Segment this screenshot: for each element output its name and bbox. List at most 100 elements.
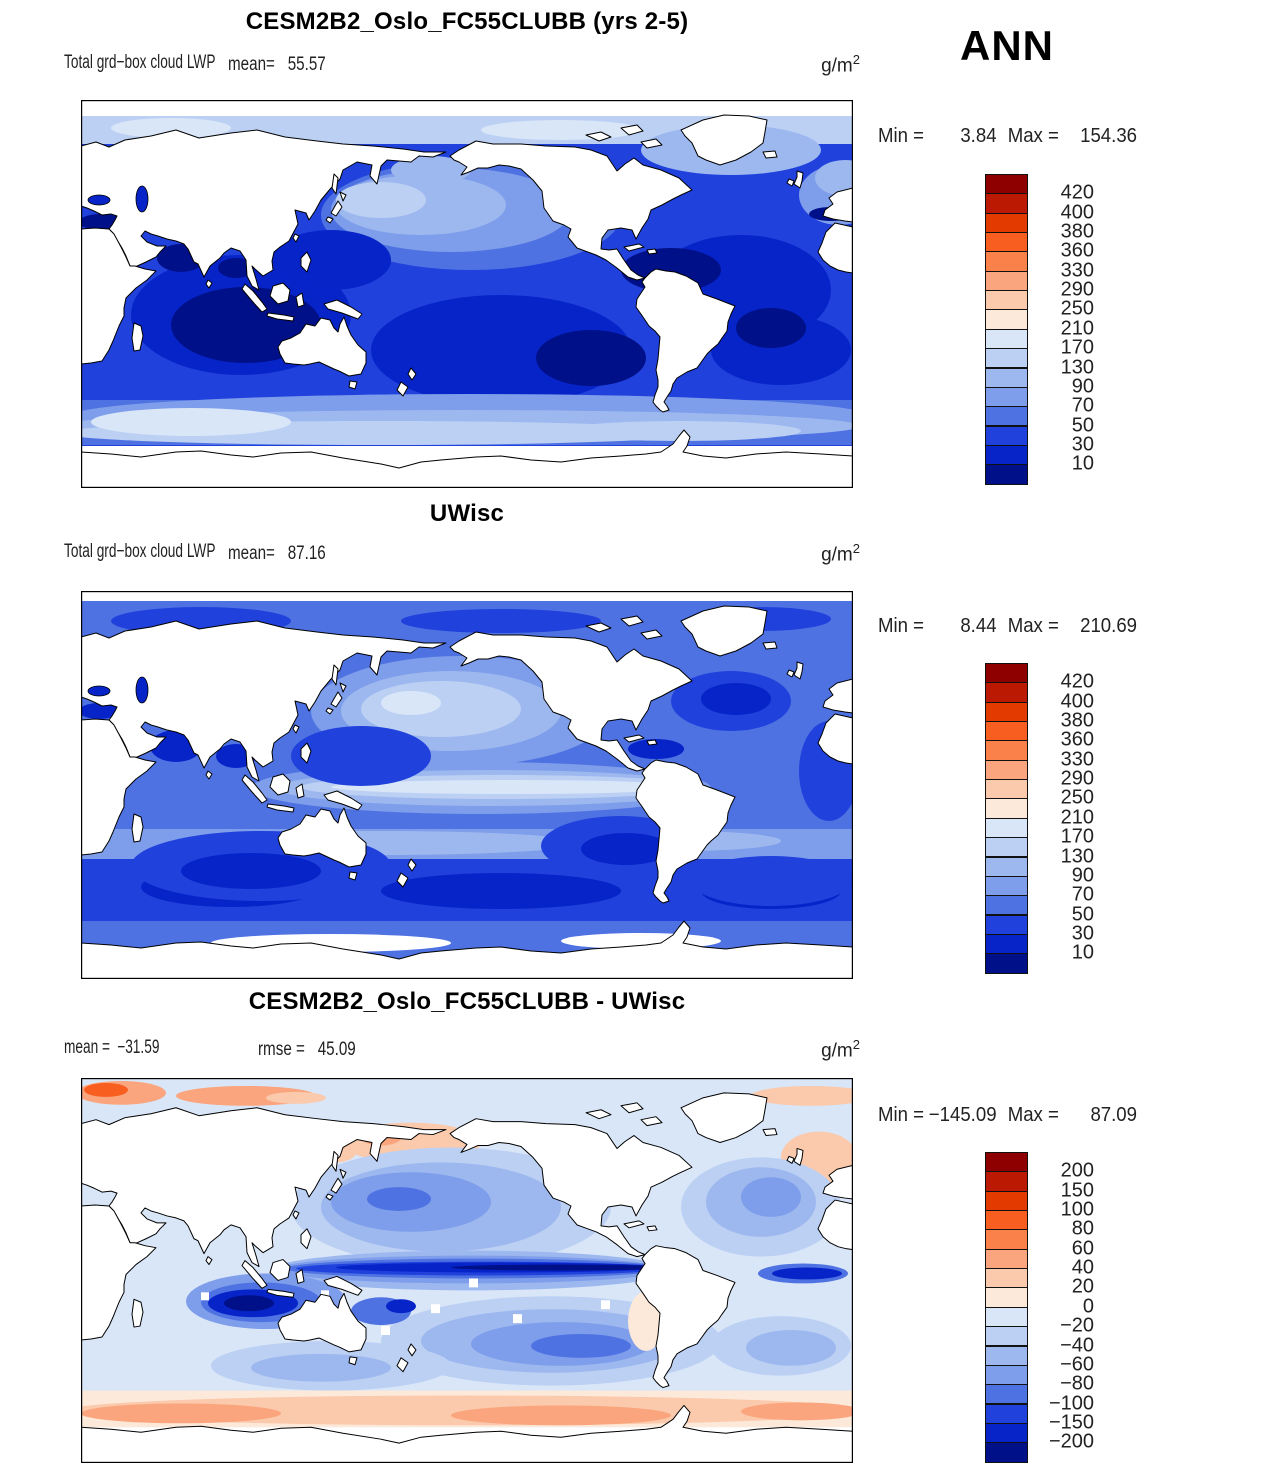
panel-1-subtitle-row: Total grd−box cloud LWP mean= 55.57 g/m2 <box>64 52 860 78</box>
colorbar-box <box>985 1248 1028 1270</box>
panel-2-title: UWisc <box>429 500 505 527</box>
colorbar-box <box>985 1306 1028 1328</box>
colorbar-tick-label: −20 <box>1060 1314 1094 1337</box>
colorbar-box <box>985 1190 1028 1211</box>
colorbar-tick-label: 200 <box>1060 1159 1094 1182</box>
colorbar-tick-label: 360 <box>1060 728 1094 751</box>
colorbar-box <box>985 1345 1028 1366</box>
colorbar-box <box>985 386 1028 408</box>
panel-1-mean: mean= 55.57 <box>228 54 326 75</box>
colorbar-box <box>985 1152 1028 1173</box>
colorbar-tick-label: 0 <box>1082 1295 1094 1318</box>
colorbar-tick-label: 210 <box>1060 317 1094 340</box>
colorbar-box <box>985 232 1028 253</box>
colorbar-box <box>985 1384 1028 1405</box>
colorbar-box <box>985 406 1028 427</box>
colorbar-tick-label: 250 <box>1060 297 1094 320</box>
colorbar-box <box>985 1210 1028 1231</box>
colorbar-box <box>985 914 1028 935</box>
panel-3-subtitle-row: mean = −31.59 rmse = 45.09 g/m2 <box>64 1037 860 1063</box>
colorbar-box <box>985 444 1028 466</box>
colorbar-difference: 200 150 100 80 60 40 20 0 −20 −40 −60 −80 −100 −150 −2… <box>985 1152 1145 1464</box>
panel-3-rmse: rmse = 45.09 <box>258 1039 356 1060</box>
panel-3-mean: mean = −31.59 <box>64 1037 160 1058</box>
colorbar-box <box>985 837 1028 858</box>
colorbar-box <box>985 290 1028 311</box>
colorbar-tick-label: 330 <box>1060 748 1094 771</box>
colorbar-model: 420 400 380 360 330 290 250 210 170 130 90 70 50 30 10 <box>985 174 1145 486</box>
panel-2-mean: mean= 87.16 <box>228 543 326 564</box>
colorbar-tick-label: 420 <box>1060 181 1094 204</box>
colorbar-tick-label: −100 <box>1048 1392 1094 1415</box>
colorbar-tick-label: 100 <box>1060 1198 1094 1221</box>
panel-1-title: CESM2B2_Oslo_FC55CLUBB (yrs 2-5) <box>245 8 689 35</box>
panel-3-units: g/m2 <box>821 1037 860 1062</box>
colorbar-tick-label: 250 <box>1060 786 1094 809</box>
colorbar-box <box>985 328 1028 350</box>
colorbar-tick-label: 170 <box>1060 825 1094 848</box>
colorbar-box <box>985 212 1028 233</box>
colorbar-tick-label: 70 <box>1071 394 1094 417</box>
colorbar-box <box>985 701 1028 722</box>
colorbar-tick-label: 90 <box>1071 864 1094 887</box>
colorbar-box <box>985 348 1028 369</box>
panel-2-minmax: Min = 8.44 Max = 210.69 <box>878 615 1138 637</box>
colorbar-tick-label: 10 <box>1071 941 1094 964</box>
colorbar-tick-label: 10 <box>1071 452 1094 475</box>
colorbar-tick-label: 20 <box>1071 1275 1094 1298</box>
colorbar-box <box>985 721 1028 742</box>
colorbar-box <box>985 1422 1028 1444</box>
colorbar-tick-label: 400 <box>1060 201 1094 224</box>
colorbar-tick-label: 50 <box>1071 903 1094 926</box>
colorbar-box <box>985 663 1028 684</box>
colorbar-tick-label: 330 <box>1060 259 1094 282</box>
colorbar-tick-label: 420 <box>1060 670 1094 693</box>
colorbar-box <box>985 1364 1028 1386</box>
panel-1-max-value: 154.36 <box>1080 125 1138 147</box>
colorbar-tick-label: −150 <box>1048 1411 1094 1434</box>
colorbar-tick-label: 40 <box>1071 1256 1094 1279</box>
colorbar-tick-label: −60 <box>1060 1353 1094 1376</box>
panel-1-min-value: 3.84 <box>960 125 997 147</box>
colorbar-tick-label: 210 <box>1060 806 1094 829</box>
panel-3-title: CESM2B2_Oslo_FC55CLUBB - UWisc <box>248 988 686 1015</box>
colorbar-tick-label: 380 <box>1060 709 1094 732</box>
colorbar-tick-label: 130 <box>1060 845 1094 867</box>
panel-1-units: g/m2 <box>821 52 860 77</box>
colorbar-tick-label: 80 <box>1071 1217 1094 1240</box>
colorbar-box <box>985 464 1028 485</box>
colorbar-tick-label: −80 <box>1060 1372 1094 1395</box>
map-observations <box>81 591 853 979</box>
colorbar-tick-label: 30 <box>1071 433 1094 456</box>
colorbar-box <box>985 740 1028 761</box>
season-label: ANN <box>960 22 1054 69</box>
colorbar-box <box>985 1287 1028 1308</box>
panel-2-units: g/m2 <box>821 541 860 566</box>
colorbar-box <box>985 1268 1028 1289</box>
colorbar-tick-label: 90 <box>1071 375 1094 398</box>
colorbar-box <box>985 367 1028 388</box>
colorbar-box <box>985 779 1028 800</box>
colorbar-box <box>985 1326 1028 1347</box>
colorbar-box <box>985 425 1028 446</box>
colorbar-box <box>985 759 1028 781</box>
colorbar-box <box>985 856 1028 877</box>
colorbar-box <box>985 933 1028 955</box>
colorbar-box <box>985 1229 1028 1250</box>
colorbar-tick-label: 130 <box>1060 356 1094 378</box>
colorbar-box <box>985 953 1028 974</box>
colorbar-box <box>985 1442 1028 1463</box>
colorbar-box <box>985 798 1028 819</box>
panel-3-minmax: Min = −145.09 Max = 87.09 <box>878 1104 1138 1126</box>
colorbar-box <box>985 174 1028 195</box>
colorbar-observations: 420 400 380 360 330 290 250 210 170 130 90 70 50 30 10 <box>985 663 1145 975</box>
panel-2-subtitle-row: Total grd−box cloud LWP mean= 87.16 g/m2 <box>64 541 860 567</box>
colorbar-box <box>985 193 1028 214</box>
colorbar-box <box>985 682 1028 703</box>
colorbar-box <box>985 1403 1028 1424</box>
colorbar-tick-label: 400 <box>1060 690 1094 713</box>
colorbar-tick-label: 150 <box>1060 1179 1094 1202</box>
colorbar-tick-label: 360 <box>1060 239 1094 262</box>
panel-2-max-value: 210.69 <box>1080 615 1138 637</box>
colorbar-box <box>985 270 1028 292</box>
